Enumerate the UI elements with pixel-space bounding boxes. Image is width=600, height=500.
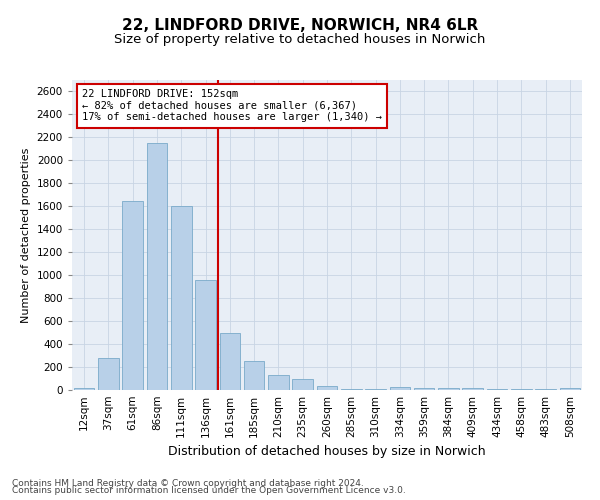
Y-axis label: Number of detached properties: Number of detached properties	[21, 148, 31, 322]
Bar	[389, 386, 410, 390]
Bar	[463, 388, 483, 390]
Bar	[438, 388, 459, 390]
Text: 22 LINDFORD DRIVE: 152sqm
← 82% of detached houses are smaller (6,367)
17% of se: 22 LINDFORD DRIVE: 152sqm ← 82% of detac…	[82, 90, 382, 122]
Bar	[195, 280, 216, 390]
Bar	[146, 143, 167, 390]
Bar	[414, 388, 434, 390]
Text: Contains public sector information licensed under the Open Government Licence v3: Contains public sector information licen…	[12, 486, 406, 495]
X-axis label: Distribution of detached houses by size in Norwich: Distribution of detached houses by size …	[168, 446, 486, 458]
Bar	[74, 388, 94, 390]
Text: Size of property relative to detached houses in Norwich: Size of property relative to detached ho…	[115, 32, 485, 46]
Bar	[244, 362, 265, 390]
Bar	[171, 206, 191, 390]
Bar	[220, 332, 240, 390]
Bar	[268, 375, 289, 390]
Bar	[292, 378, 313, 390]
Bar	[560, 388, 580, 390]
Bar	[341, 389, 362, 390]
Bar	[317, 386, 337, 390]
Text: Contains HM Land Registry data © Crown copyright and database right 2024.: Contains HM Land Registry data © Crown c…	[12, 478, 364, 488]
Bar	[98, 358, 119, 390]
Text: 22, LINDFORD DRIVE, NORWICH, NR4 6LR: 22, LINDFORD DRIVE, NORWICH, NR4 6LR	[122, 18, 478, 32]
Bar	[122, 200, 143, 390]
